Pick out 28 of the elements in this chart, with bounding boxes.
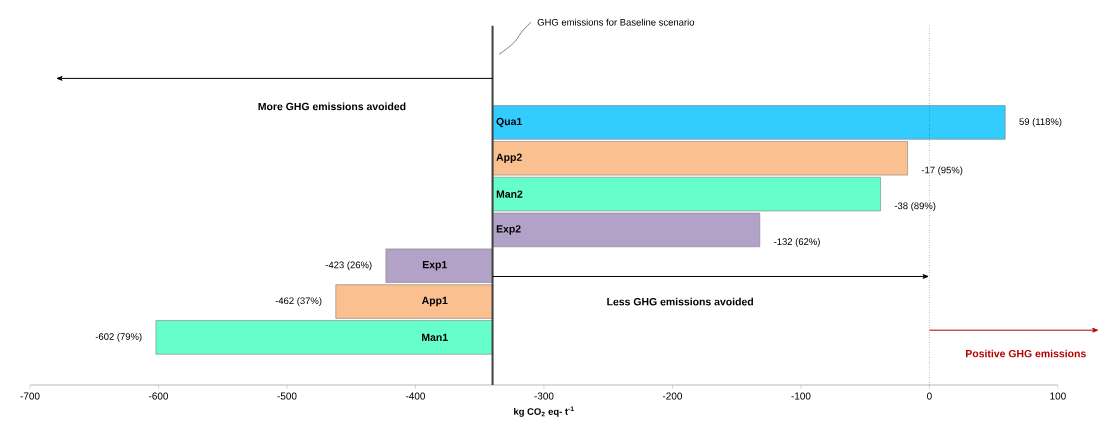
x-tick-label: -500: [277, 392, 297, 400]
x-tick-label: -300: [534, 392, 554, 400]
y-tick-label: App1: [421, 296, 448, 307]
x-tick-label: -200: [662, 392, 683, 400]
annotation: -423 (26%): [325, 261, 372, 271]
annotation: -38 (89%): [894, 202, 936, 212]
annotation: -462 (37%): [275, 297, 322, 306]
annotation: -602 (79%): [95, 332, 142, 342]
y-tick-label: Man2: [496, 190, 523, 198]
annotation: -17 (95%): [921, 166, 963, 176]
annotation: More GHG emissions avoided: [258, 102, 406, 111]
y-tick-label: Qua1: [496, 117, 522, 128]
y-tick-label: App2: [496, 153, 522, 164]
x-tick-label: 100: [1050, 392, 1066, 400]
y-tick-label: Exp2: [496, 225, 521, 235]
x-tick-label: 0: [927, 392, 932, 400]
x-tick-label: -600: [148, 392, 169, 400]
x-tick-label: -400: [405, 392, 426, 400]
annotation: Positive GHG emissions: [966, 349, 1086, 358]
y-tick-label: Exp1: [422, 261, 447, 271]
y-tick-label: Man1: [422, 333, 448, 342]
x-tick-label: -700: [20, 392, 40, 400]
x-tick-label: -100: [791, 392, 811, 400]
annotation: 59 (118%): [1019, 118, 1062, 127]
x-axis-title: kg CO$_{2}$ eq- t$^{-1}$: [514, 406, 574, 417]
ref-line-label: GHG emissions for Baseline scenario: [537, 18, 695, 26]
annotation: -132 (62%): [774, 238, 820, 247]
annotation: Less GHG emissions avoided: [607, 297, 753, 306]
